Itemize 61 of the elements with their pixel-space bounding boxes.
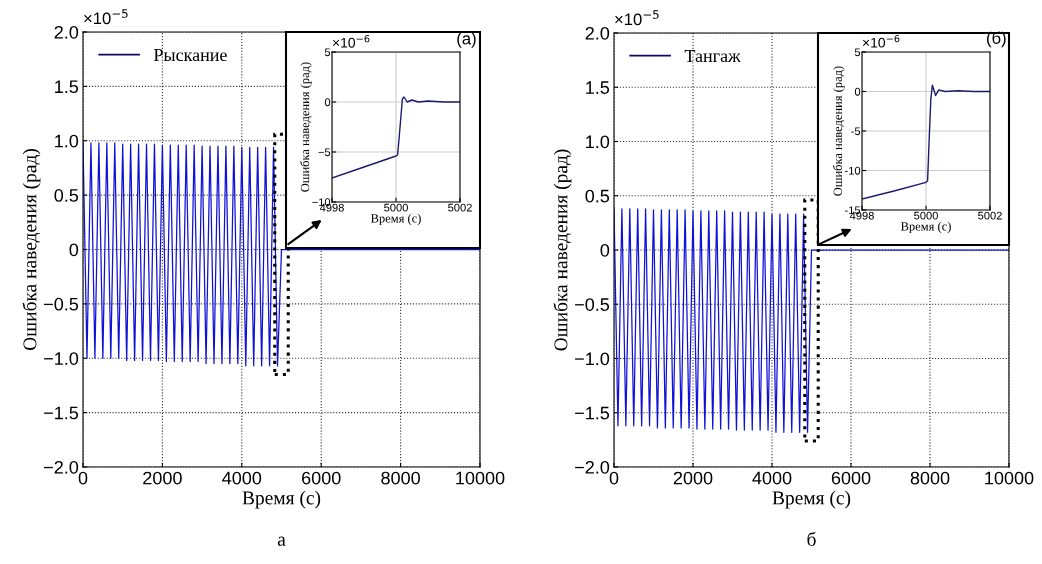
x-tick-label: 6000: [831, 471, 871, 485]
y-tick-label: 5: [854, 48, 861, 57]
x-tick-label: 2000: [673, 471, 713, 485]
y-tick-label: −2.0: [44, 460, 79, 474]
y-tick-label: −0.5: [44, 297, 79, 311]
x-tick-label: 4000: [752, 471, 792, 485]
y-axis-title: Ошибка наведения (рад): [832, 66, 845, 196]
y-tick-label: 0: [324, 98, 331, 107]
x-tick-label: 5002: [448, 203, 472, 212]
y-tick-label: 1.5: [586, 81, 610, 94]
text: Тангаж: [684, 50, 741, 63]
y-tick-label: −1.0: [575, 352, 610, 366]
y-tick-label: -5: [851, 127, 861, 136]
x-axis-title: Время (с): [370, 213, 421, 226]
y-tick-label: −0.5: [575, 298, 610, 311]
annotation: (а): [457, 32, 476, 48]
line-series: [862, 84, 990, 200]
y-tick-label: −5: [318, 148, 331, 157]
y-axis-title: Ошибка наведения (рад): [300, 62, 312, 192]
x-tick-label: 5000: [914, 211, 938, 220]
y-tick-label: 1.5: [55, 80, 79, 94]
x-tick-label: 6000: [302, 471, 341, 485]
annotation: ×10$^{−6}$: [332, 34, 370, 48]
y-tick-label: −1.5: [575, 406, 610, 420]
y-tick-label: 1.0: [55, 134, 79, 148]
y-tick-label: 1.0: [586, 135, 610, 149]
y-tick-label: 0: [69, 243, 79, 257]
y-tick-label: -10: [845, 166, 861, 175]
y-tick-label: −1.0: [44, 352, 79, 365]
y-axis-title: Ошибка наведения (рад): [553, 149, 572, 351]
y-tick-label: 5: [324, 48, 331, 57]
y-tick-label: 0.5: [54, 189, 79, 202]
y-tick-label: 0: [854, 87, 861, 96]
x-tick-label: 8000: [381, 471, 420, 485]
x-tick-label: 0: [78, 471, 88, 485]
text: б: [807, 531, 816, 546]
y-tick-label: 0: [600, 243, 610, 257]
y-tick-label: −2.0: [575, 460, 610, 474]
y-tick-label: 2.0: [585, 26, 610, 40]
x-tick-label: 5000: [384, 203, 408, 212]
y-axis-title: Ошибка наведения (рад): [22, 148, 41, 351]
x-tick-label: 4000: [222, 471, 262, 485]
y-tick-label: 2.0: [54, 25, 79, 39]
y-tick-label: −1.5: [44, 406, 79, 420]
x-tick-label: 8000: [910, 471, 950, 485]
text: а: [277, 536, 286, 546]
x-tick-label: 5002: [978, 211, 1002, 220]
line-series: [614, 208, 1009, 433]
text: ×10$^{−5}$: [615, 10, 659, 26]
text: Рыскание: [153, 49, 227, 62]
x-axis-title: Время (с): [242, 490, 321, 509]
x-axis-title: Время (с): [900, 221, 951, 234]
line-series: [332, 96, 460, 179]
x-tick-label: 10000: [985, 471, 1034, 485]
x-tick-label: 2000: [143, 471, 182, 485]
annotation: ×10$^{−6}$: [862, 34, 900, 48]
x-axis-title: Время (с): [772, 490, 851, 509]
x-tick-label: 10000: [456, 471, 505, 485]
y-tick-label: 0.5: [585, 189, 610, 203]
text: ×10$^{−5}$: [84, 9, 128, 25]
x-tick-label: 0: [609, 471, 619, 485]
